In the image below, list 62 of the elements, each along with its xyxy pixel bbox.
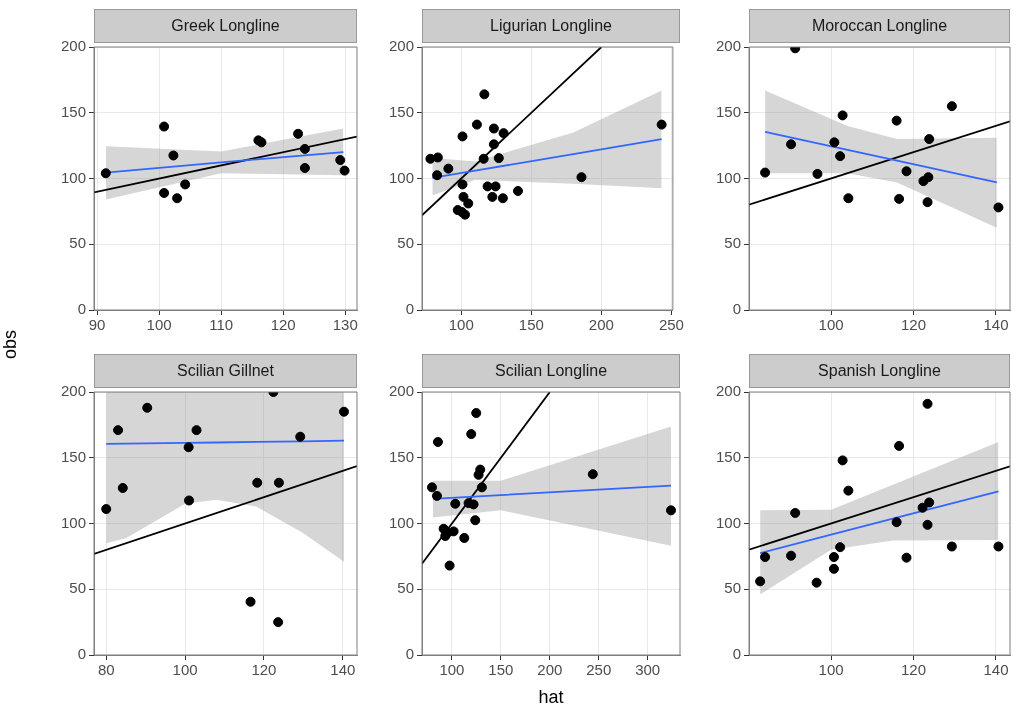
y-tick-label: 100 <box>60 168 86 186</box>
x-tick-label: 100 <box>448 316 474 334</box>
y-tick-label: 200 <box>60 382 86 400</box>
y-tick-label: 200 <box>715 37 741 55</box>
y-tick-label: 0 <box>77 645 86 663</box>
x-tick-label: 100 <box>146 316 172 334</box>
chart-title: Scilian Gillnet <box>94 354 357 388</box>
x-tick-label: 130 <box>332 316 358 334</box>
y-tick-label: 100 <box>715 168 741 186</box>
y-tick-label: 0 <box>732 300 741 318</box>
x-tick-label: 120 <box>270 316 296 334</box>
y-tick-label: 0 <box>732 645 741 663</box>
y-tick-label: 150 <box>715 447 741 465</box>
y-tick-label: 200 <box>715 382 741 400</box>
chart-title: Ligurian Longline <box>422 9 680 43</box>
y-tick-label: 0 <box>405 645 414 663</box>
y-tick-label: 0 <box>405 300 414 318</box>
x-tick-label: 100 <box>439 661 465 679</box>
x-tick-label: 110 <box>209 316 234 334</box>
y-tick-label: 0 <box>77 300 86 318</box>
y-tick-label: 200 <box>388 37 414 55</box>
x-tick-label: 100 <box>818 661 844 679</box>
x-tick-label: 140 <box>983 661 1009 679</box>
x-tick-label: 200 <box>537 661 563 679</box>
y-tick-label: 150 <box>60 447 86 465</box>
y-tick-label: 50 <box>397 579 414 597</box>
chart-title: Spanish Longline <box>749 354 1010 388</box>
y-tick-label: 100 <box>715 513 741 531</box>
y-tick-label: 50 <box>724 579 741 597</box>
x-tick-label: 140 <box>330 661 356 679</box>
y-tick-label: 150 <box>388 447 414 465</box>
x-tick-label: 80 <box>97 661 115 679</box>
y-tick-label: 50 <box>69 579 86 597</box>
chart-title: Scilian Longline <box>422 354 680 388</box>
x-tick-label: 100 <box>818 316 844 334</box>
x-tick-label: 300 <box>635 661 661 679</box>
y-tick-label: 150 <box>60 102 86 120</box>
chart-title: Moroccan Longline <box>749 9 1010 43</box>
y-tick-label: 100 <box>388 513 414 531</box>
x-tick-label: 140 <box>983 316 1009 334</box>
y-tick-label: 200 <box>60 37 86 55</box>
y-tick-label: 150 <box>715 102 741 120</box>
x-tick-label: 250 <box>658 316 684 334</box>
x-tick-label: 100 <box>172 661 198 679</box>
x-tick-label: 200 <box>588 316 614 334</box>
x-tick-label: 120 <box>901 316 927 334</box>
x-tick-label: 250 <box>586 661 612 679</box>
y-tick-label: 50 <box>724 234 741 252</box>
x-tick-label: 120 <box>251 661 277 679</box>
x-axis-title: hat <box>538 687 564 708</box>
y-tick-label: 100 <box>388 168 414 186</box>
y-tick-label: 150 <box>388 102 414 120</box>
y-tick-label: 50 <box>397 234 414 252</box>
y-axis-title: obs <box>0 329 21 360</box>
y-tick-label: 50 <box>69 234 86 252</box>
x-tick-label: 90 <box>88 316 106 334</box>
x-tick-label: 150 <box>488 661 514 679</box>
chart-title: Greek Longline <box>94 9 357 43</box>
x-tick-label: 120 <box>901 661 927 679</box>
y-tick-label: 100 <box>60 513 86 531</box>
x-tick-label: 150 <box>518 316 544 334</box>
y-tick-label: 200 <box>388 382 414 400</box>
